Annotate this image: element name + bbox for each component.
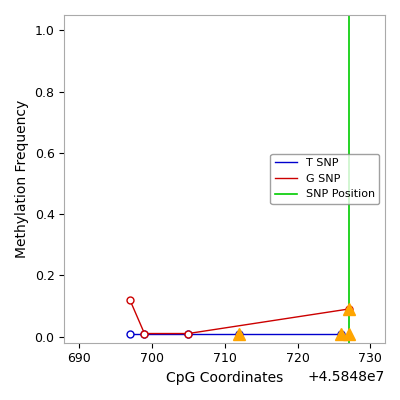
X-axis label: CpG Coordinates: CpG Coordinates bbox=[166, 371, 283, 385]
Legend: T SNP, G SNP, SNP Position: T SNP, G SNP, SNP Position bbox=[270, 154, 380, 204]
Y-axis label: Methylation Frequency: Methylation Frequency bbox=[15, 100, 29, 258]
